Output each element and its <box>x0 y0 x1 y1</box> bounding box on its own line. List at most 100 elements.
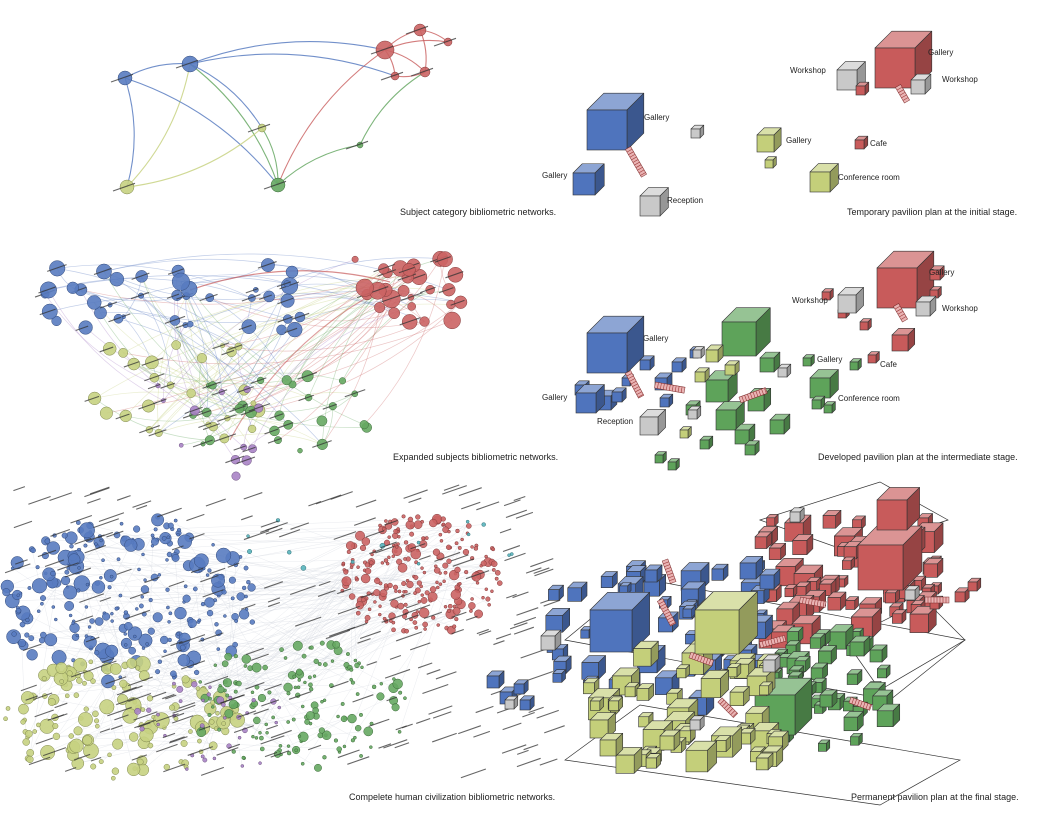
network-node <box>217 648 220 651</box>
network-node <box>168 523 173 528</box>
network-node <box>251 691 254 694</box>
network-node <box>394 590 397 593</box>
network-node <box>94 543 97 546</box>
network-node <box>420 317 430 327</box>
room-cube <box>755 532 772 549</box>
workshop-cube <box>911 74 931 94</box>
caption-network-1: Subject category bibliometric networks. <box>400 207 556 217</box>
network-node <box>398 730 401 733</box>
node-label-mark <box>346 141 368 149</box>
network-node <box>141 708 145 712</box>
node-label-mark <box>529 672 553 680</box>
network-node <box>63 586 77 600</box>
network-node <box>398 590 401 593</box>
network-node <box>112 768 119 775</box>
node-label-mark <box>279 530 300 537</box>
network-node <box>278 706 281 709</box>
network-node <box>207 610 213 616</box>
network-node <box>24 633 29 638</box>
network-node <box>25 730 32 737</box>
network-node <box>208 713 212 717</box>
network-node <box>468 602 475 609</box>
network-node <box>155 669 160 674</box>
node-label-mark <box>476 502 499 510</box>
network-node <box>168 620 171 623</box>
network-node <box>164 650 167 653</box>
network-node <box>495 577 498 580</box>
network-node <box>272 716 275 719</box>
network-node <box>100 407 112 419</box>
network-node <box>222 661 228 667</box>
network-graph-2 <box>35 251 467 480</box>
network-node <box>231 597 234 600</box>
node-label-mark <box>451 555 468 561</box>
network-node <box>45 634 57 646</box>
network-node <box>365 620 368 623</box>
room-cube <box>728 664 741 677</box>
room-cube <box>924 558 943 577</box>
network-node <box>365 568 371 574</box>
network-node <box>177 528 181 532</box>
network-node <box>40 602 43 605</box>
network-node <box>40 719 55 734</box>
network-node <box>452 625 456 629</box>
node-label-mark <box>169 581 184 586</box>
network-node <box>135 666 139 670</box>
network-node <box>158 573 161 576</box>
room-cube <box>892 328 915 351</box>
network-node <box>151 534 154 537</box>
network-node <box>401 581 406 586</box>
network-node <box>73 658 86 671</box>
node-label-mark <box>308 745 321 749</box>
network-node <box>313 707 319 713</box>
node-label-mark <box>477 629 489 633</box>
network-node <box>70 623 80 633</box>
room-cube <box>691 125 704 138</box>
network-node <box>17 594 20 597</box>
room-cube <box>842 557 854 569</box>
network-node <box>259 731 262 734</box>
node-label-mark <box>316 495 341 504</box>
network-node <box>127 658 137 668</box>
network-node <box>119 680 127 688</box>
network-node <box>146 642 149 645</box>
network-node <box>167 536 170 539</box>
network-node <box>166 588 170 592</box>
network-node <box>244 595 247 598</box>
node-label-mark <box>28 496 50 504</box>
network-node <box>271 178 285 192</box>
network-node <box>339 378 346 385</box>
network-node <box>341 716 347 722</box>
room-cube <box>701 670 728 697</box>
network-node <box>286 266 298 278</box>
network-node <box>117 558 120 561</box>
network-node <box>266 731 269 734</box>
network-node <box>108 753 112 757</box>
network-node <box>124 632 127 635</box>
pavilion-plan-1: GalleryGalleryReceptionGalleryWorkshopWo… <box>542 31 978 216</box>
network-node <box>374 578 380 584</box>
network-node <box>398 285 409 296</box>
network-node <box>471 545 474 548</box>
node-label-mark <box>459 488 482 496</box>
network-node <box>372 685 376 689</box>
room-cube <box>846 597 859 610</box>
network-node <box>365 615 370 620</box>
network-node <box>485 588 488 591</box>
network-node <box>476 581 479 584</box>
network-node <box>110 272 124 286</box>
network-node <box>301 762 304 765</box>
node-label-mark <box>476 706 494 712</box>
caption-network-2: Expanded subjects bibliometric networks. <box>393 452 558 462</box>
node-label-mark <box>347 757 369 765</box>
node-label-mark <box>466 616 477 620</box>
network-node <box>124 622 132 630</box>
network-node <box>453 607 460 614</box>
network-node <box>403 557 406 560</box>
network-edge <box>190 64 262 128</box>
gallery-cube <box>573 164 604 195</box>
node-label-mark <box>385 669 410 678</box>
network-node <box>421 594 424 597</box>
network-node <box>393 529 397 533</box>
room-cube <box>877 704 900 727</box>
